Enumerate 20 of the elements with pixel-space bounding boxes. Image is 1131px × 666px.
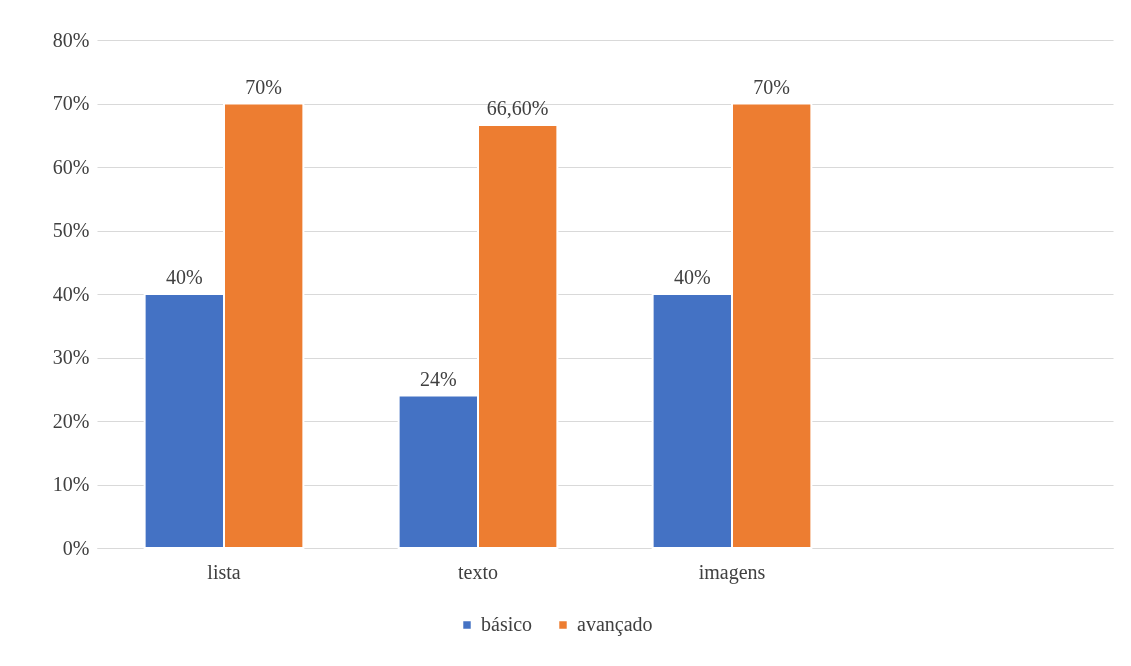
y-tick-label: 10% — [52, 473, 90, 495]
x-tick-label: imagens — [698, 560, 766, 584]
y-tick-label: 0% — [62, 536, 90, 559]
data-label: 66,60% — [486, 97, 549, 120]
y-tick-label: 70% — [52, 92, 90, 114]
data-label: 40% — [165, 266, 203, 288]
y-tick-label: 20% — [52, 409, 90, 432]
legend-label: básico — [481, 613, 533, 635]
data-label: 70% — [753, 75, 791, 98]
legend-label: avançado — [577, 613, 653, 636]
y-tick-label: 40% — [52, 282, 90, 305]
y-tick-label: 30% — [52, 346, 90, 368]
y-tick-label: 80% — [52, 28, 90, 51]
data-label: 24% — [419, 367, 457, 390]
x-tick-label: lista — [207, 560, 241, 583]
x-tick-label: texto — [458, 560, 498, 583]
data-label: 70% — [245, 75, 283, 98]
data-label: 40% — [673, 266, 711, 288]
y-tick-label: 60% — [52, 155, 90, 178]
y-tick-label: 50% — [52, 219, 90, 241]
